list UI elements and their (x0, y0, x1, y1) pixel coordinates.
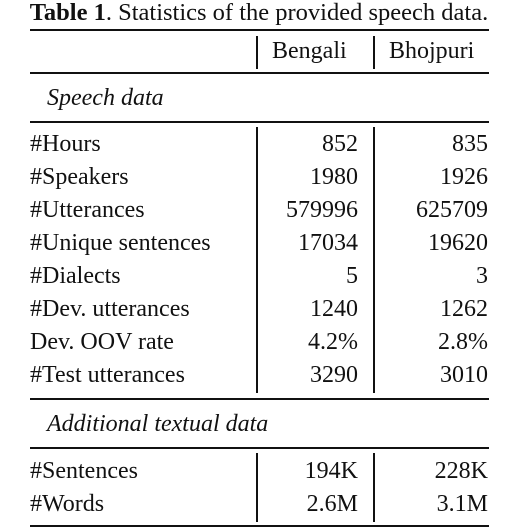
bengali-value: 579996 (286, 197, 358, 223)
bottom-rule (30, 525, 489, 527)
row-label: #Words (30, 491, 105, 517)
row-label: #Dialects (30, 263, 121, 289)
column-header-bengali: Bengali (272, 38, 347, 64)
bhojpuri-value: 3010 (440, 362, 488, 388)
section-title-speech-data: Speech data (47, 85, 164, 111)
bengali-value: 5 (346, 263, 358, 289)
caption-label: Table 1 (29, 0, 106, 26)
bhojpuri-value: 3 (476, 263, 488, 289)
header-rule (30, 72, 489, 74)
bengali-value: 17034 (298, 230, 358, 256)
bengali-value: 3290 (310, 362, 358, 388)
table-caption: Table 1. Statistics of the provided spee… (0, 0, 518, 28)
header-divider-1 (256, 36, 258, 69)
section-1-divider-1 (256, 127, 258, 393)
bhojpuri-value: 3.1M (436, 491, 488, 517)
bengali-value: 194K (304, 458, 358, 484)
row-label: #Unique sentences (30, 230, 211, 256)
row-label: #Hours (30, 131, 101, 157)
bengali-value: 1980 (310, 164, 358, 190)
section-1-rule (30, 121, 489, 123)
column-header-bhojpuri: Bhojpuri (389, 38, 475, 64)
bengali-value: 852 (322, 131, 358, 157)
section-2-rule (30, 447, 489, 449)
bhojpuri-value: 1262 (440, 296, 488, 322)
row-label: #Dev. utterances (30, 296, 190, 322)
section-1-bottom-rule (30, 398, 489, 400)
row-label: Dev. OOV rate (30, 329, 174, 355)
row-label: #Speakers (30, 164, 129, 190)
section-title-additional-textual-data: Additional textual data (47, 411, 269, 437)
bengali-value: 1240 (310, 296, 358, 322)
caption-text: . Statistics of the provided speech data… (105, 0, 489, 26)
bengali-value: 4.2% (308, 329, 358, 355)
bengali-value: 2.6M (306, 491, 358, 517)
bhojpuri-value: 228K (434, 458, 488, 484)
bhojpuri-value: 835 (452, 131, 488, 157)
bhojpuri-value: 19620 (428, 230, 488, 256)
header-divider-2 (373, 36, 375, 69)
bhojpuri-value: 2.8% (438, 329, 488, 355)
bhojpuri-value: 1926 (440, 164, 488, 190)
row-label: #Utterances (30, 197, 145, 223)
section-2-divider-1 (256, 453, 258, 522)
row-label: #Test utterances (30, 362, 185, 388)
section-1-divider-2 (373, 127, 375, 393)
section-2-divider-2 (373, 453, 375, 522)
bhojpuri-value: 625709 (416, 197, 488, 223)
row-label: #Sentences (30, 458, 138, 484)
top-rule (30, 29, 489, 31)
